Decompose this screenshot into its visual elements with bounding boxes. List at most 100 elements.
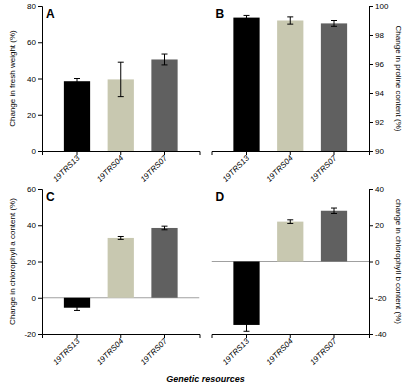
tick: 0 xyxy=(32,294,42,303)
tick-label: 94 xyxy=(375,89,384,98)
y-axis-title: Change in chlorophyll a content (%) xyxy=(8,198,17,325)
y-axis: -200204060 xyxy=(24,185,42,339)
x-axis: 19TRS13 19TRS04 19TRS07 xyxy=(212,151,370,184)
tick-mark xyxy=(369,189,373,190)
x-axis: 19TRS1319TRS0419TRS07 xyxy=(43,334,201,367)
tick-label: 19TRS13 xyxy=(51,153,82,184)
error-bar xyxy=(74,305,80,310)
tick: 19TRS04 xyxy=(265,334,296,367)
tick-mark xyxy=(369,122,373,123)
tick: -20 xyxy=(24,330,42,339)
tick-mark xyxy=(38,115,42,116)
tick-label: 19TRS13 xyxy=(221,336,252,367)
tick-mark xyxy=(369,35,373,36)
tick-mark xyxy=(38,42,42,43)
tick-mark xyxy=(246,334,247,338)
tick-label: 40 xyxy=(375,185,384,194)
tick: -40 xyxy=(369,330,387,339)
tick: -20 xyxy=(369,294,387,303)
tick-label: 0 xyxy=(32,147,37,156)
tick: 19TRS04 xyxy=(95,334,126,367)
bar xyxy=(108,238,134,298)
tick-label: 19TRS04 xyxy=(265,153,296,184)
tick-label: 19TRS04 xyxy=(95,153,126,184)
error-bar xyxy=(162,226,168,230)
tick-mark xyxy=(369,64,373,65)
tick-mark xyxy=(369,334,373,335)
tick-mark xyxy=(77,151,78,155)
tick-label: 40 xyxy=(27,75,36,84)
tick-label: 80 xyxy=(27,2,36,11)
error-bar xyxy=(244,15,250,19)
tick-mark xyxy=(369,262,373,263)
tick: 20 xyxy=(27,258,42,267)
tick: 19TRS07 xyxy=(308,334,339,367)
tick-label: 98 xyxy=(375,31,384,40)
tick-mark xyxy=(164,334,165,338)
axis-line xyxy=(212,335,370,339)
axis-line xyxy=(38,7,43,152)
tick-label: 20 xyxy=(27,111,36,120)
tick-label: 0 xyxy=(32,294,37,303)
tick-mark xyxy=(334,151,335,155)
tick-label: 19TRS13 xyxy=(221,153,252,184)
tick-label: 60 xyxy=(27,38,36,47)
tick-mark xyxy=(369,298,373,299)
tick-label: 19TRS04 xyxy=(265,336,296,367)
bar xyxy=(277,21,303,152)
tick: 92 xyxy=(369,118,384,127)
y-axis-title: Change in proline content (%) xyxy=(394,26,403,132)
tick-mark xyxy=(38,225,42,226)
bar xyxy=(321,23,347,151)
tick-mark xyxy=(38,151,42,152)
tick: 19TRS04 xyxy=(265,151,296,184)
tick: 20 xyxy=(369,221,384,230)
panel: 19TRS1319TRS0419TRS07020406080Change in … xyxy=(8,2,200,184)
tick: 19TRS07 xyxy=(308,151,339,184)
panel-label: D xyxy=(216,190,225,204)
tick: 94 xyxy=(369,89,384,98)
plot-area xyxy=(212,208,370,331)
tick-label: -20 xyxy=(24,330,36,339)
panel-label: B xyxy=(216,7,225,21)
panel: 19TRS1319TRS0419TRS079092949698100Change… xyxy=(212,2,403,387)
tick-label: 19TRS07 xyxy=(139,153,170,184)
tick-mark xyxy=(38,79,42,80)
tick: 19TRS13 xyxy=(221,334,252,367)
plot-area xyxy=(233,15,347,151)
tick: 19TRS07 xyxy=(139,151,170,184)
panel-label: A xyxy=(46,7,55,21)
tick: 60 xyxy=(27,185,42,194)
tick-mark xyxy=(77,334,78,338)
error-bar xyxy=(162,54,168,65)
tick-mark xyxy=(38,298,42,299)
x-axis: 19TRS13 19TRS04 19TRS07 xyxy=(212,334,370,367)
axis-line xyxy=(212,152,370,156)
tick-label: 96 xyxy=(375,60,384,69)
tick: 19TRS04 xyxy=(95,151,126,184)
tick: 0 xyxy=(32,147,42,156)
y-axis: 0 20 40 60 80 xyxy=(27,2,42,156)
tick: 96 xyxy=(369,60,384,69)
tick: 0 xyxy=(369,258,380,267)
tick: 19TRS13 xyxy=(221,151,252,184)
tick: 98 xyxy=(369,31,384,40)
error-bar xyxy=(74,79,80,84)
tick-mark xyxy=(369,225,373,226)
error-bar xyxy=(331,208,337,213)
tick: 40 xyxy=(27,75,42,84)
tick-label: 19TRS07 xyxy=(308,153,339,184)
tick-label: 20 xyxy=(27,258,36,267)
tick-mark xyxy=(334,334,335,338)
tick: 20 xyxy=(27,111,42,120)
tick-label: 0 xyxy=(375,258,380,267)
error-bar xyxy=(118,62,124,96)
error-bar xyxy=(287,17,293,24)
bar xyxy=(151,59,177,151)
axis-line xyxy=(43,152,201,156)
tick-mark xyxy=(120,334,121,338)
tick: 40 xyxy=(369,185,384,194)
error-bar xyxy=(244,319,250,332)
tick-label: 60 xyxy=(27,185,36,194)
y-axis: 9092949698100 xyxy=(369,2,389,156)
